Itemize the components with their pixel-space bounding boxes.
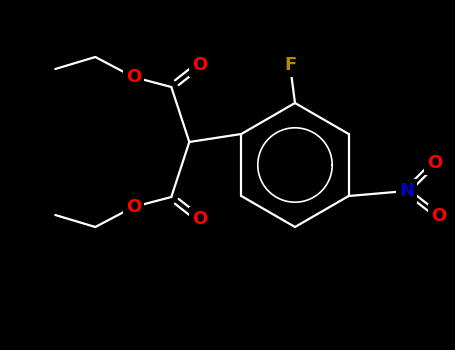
Text: O: O [192, 56, 207, 74]
Text: O: O [431, 207, 446, 225]
Text: O: O [126, 198, 141, 216]
Text: O: O [192, 210, 207, 228]
Text: O: O [126, 68, 141, 86]
Text: N: N [399, 182, 414, 200]
Text: F: F [284, 56, 296, 74]
Text: O: O [427, 154, 442, 172]
